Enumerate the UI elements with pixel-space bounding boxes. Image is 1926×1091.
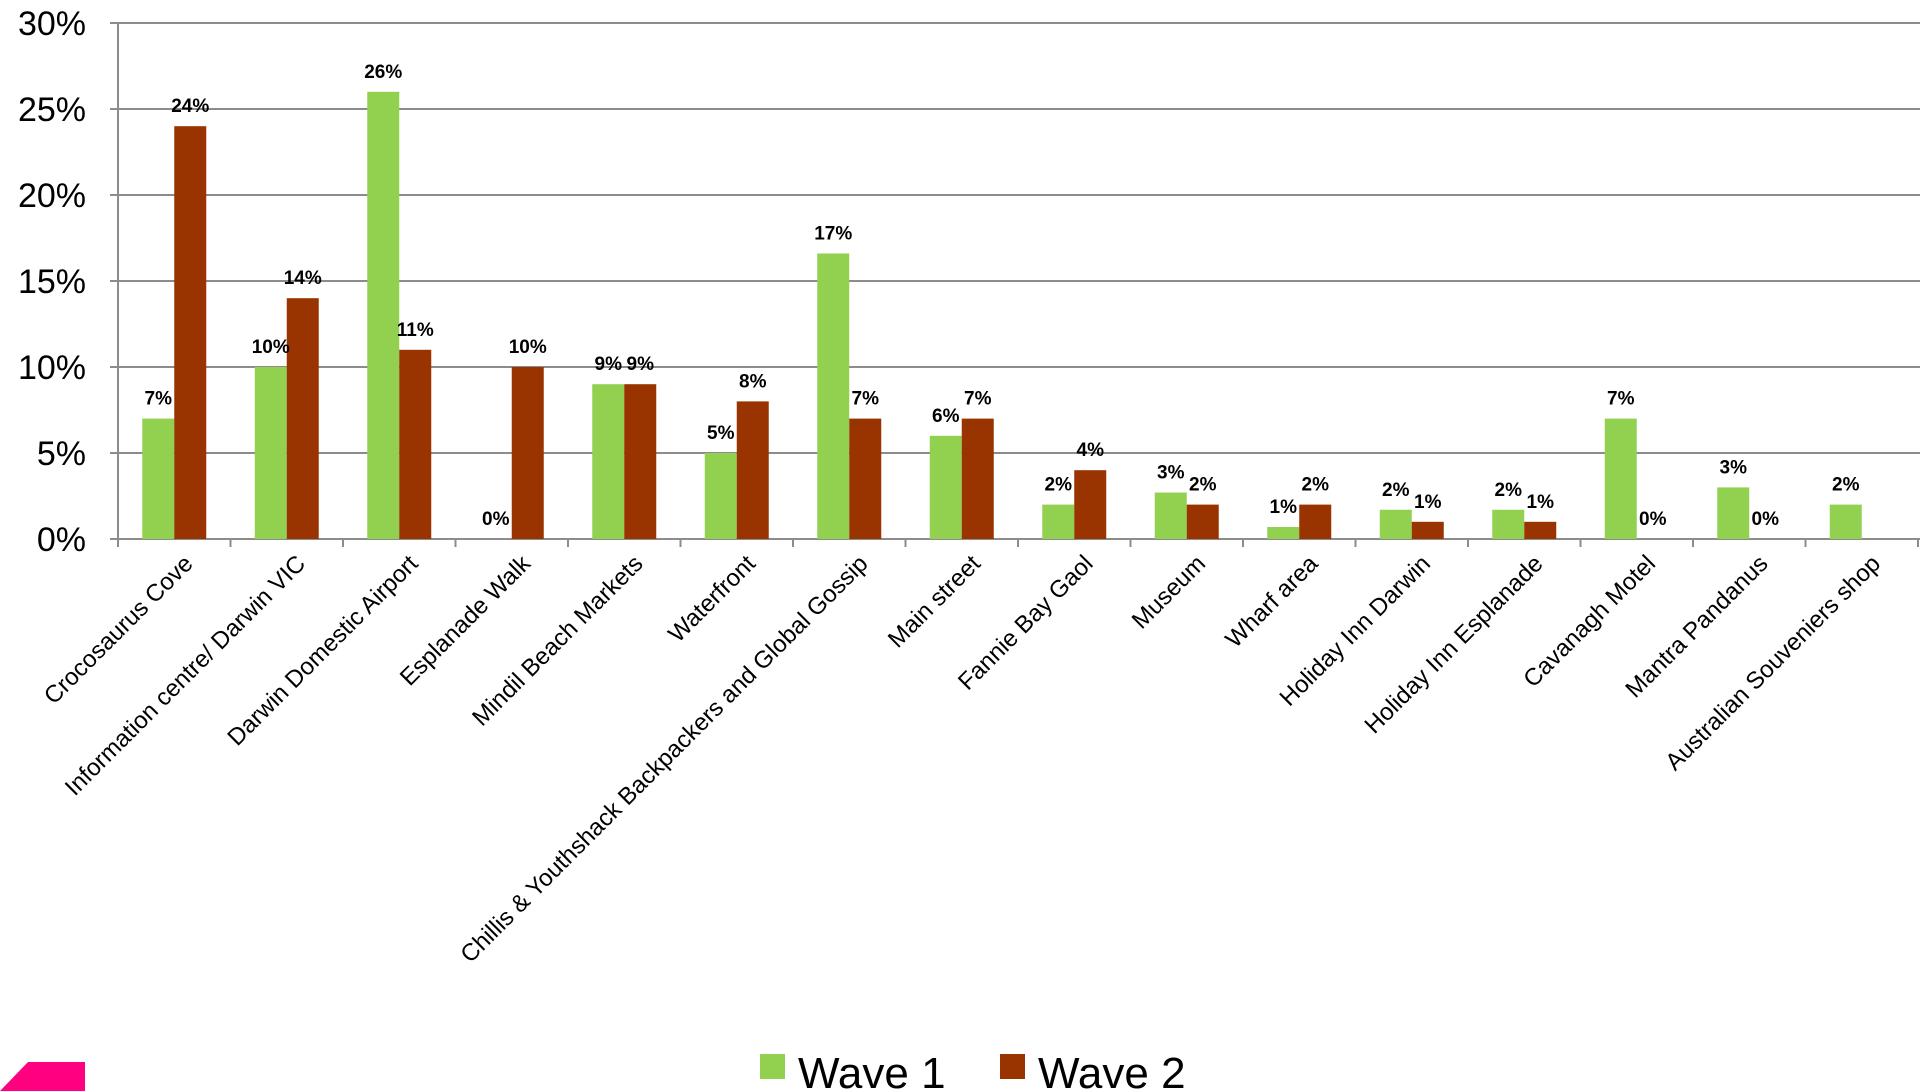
data-label: 7% xyxy=(1607,389,1635,410)
data-label: 2% xyxy=(1832,475,1860,496)
bar-wave-2 xyxy=(1299,504,1332,539)
bar-wave-2 xyxy=(1524,521,1557,539)
bar-wave-2 xyxy=(849,418,882,539)
legend-swatch xyxy=(760,1054,785,1079)
bar-wave-1 xyxy=(1829,504,1862,539)
data-label: 7% xyxy=(852,389,880,410)
y-tick-label: 15% xyxy=(18,263,86,301)
y-tick-label: 20% xyxy=(18,177,86,215)
bar-wave-1 xyxy=(929,435,962,539)
data-label: 2% xyxy=(1302,475,1330,496)
brand-logo xyxy=(0,1062,85,1091)
data-label: 7% xyxy=(145,389,173,410)
category-label: Wharf area xyxy=(1220,550,1323,653)
category-label: Information centre/ Darwin VIC xyxy=(60,550,311,801)
data-label: 2% xyxy=(1495,480,1523,501)
bar-wave-1 xyxy=(1379,509,1412,539)
data-label: 0% xyxy=(482,509,510,530)
data-label: 24% xyxy=(171,96,209,117)
data-label: 1% xyxy=(1414,492,1442,513)
bar-wave-1 xyxy=(592,384,625,539)
y-tick-label: 25% xyxy=(18,91,86,129)
data-label: 0% xyxy=(1639,509,1667,530)
category-label: Australian Souveniers shop xyxy=(1660,550,1886,776)
data-label: 1% xyxy=(1527,492,1555,513)
legend: Wave 1 Wave 2 xyxy=(760,1049,1186,1091)
data-labels: 7%24%10%14%26%11%10%9% 9%5%8%17%7%6%7%2%4… xyxy=(145,62,1860,530)
data-label: 17% xyxy=(814,223,852,244)
category-label: Museum xyxy=(1127,550,1211,634)
bar-wave-2 xyxy=(1411,521,1444,539)
data-label: 4% xyxy=(1077,440,1105,461)
bar-wave-2 xyxy=(286,298,319,539)
bar-wave-1 xyxy=(367,91,400,540)
data-label: 5% xyxy=(707,423,735,444)
bar-wave-1 xyxy=(817,253,850,540)
data-label: 0% xyxy=(1752,509,1780,530)
bar-wave-2 xyxy=(511,367,544,539)
bar-wave-2 xyxy=(736,401,769,539)
bar-wave-2 xyxy=(1074,470,1107,539)
data-label: 6% xyxy=(932,406,960,427)
legend-swatch xyxy=(1000,1054,1025,1079)
y-tick-label: 0% xyxy=(37,521,86,559)
data-label: 9% xyxy=(595,354,623,375)
category-label: Main street xyxy=(883,550,986,653)
bar-wave-1 xyxy=(1492,509,1525,539)
logo-shape xyxy=(0,1062,85,1091)
legend-label: Wave 1 xyxy=(798,1049,946,1091)
data-label: 2% xyxy=(1045,475,1073,496)
category-label: Darwin Domestic Airport xyxy=(222,550,423,751)
data-label: 10% xyxy=(509,337,547,358)
data-label: 2% xyxy=(1382,480,1410,501)
data-label: 3% xyxy=(1720,457,1748,478)
data-label: 7% xyxy=(964,389,992,410)
bar-wave-1 xyxy=(1717,487,1750,539)
bar-wave-2 xyxy=(399,349,432,539)
bar-wave-2 xyxy=(961,418,994,539)
legend-label: Wave 2 xyxy=(1038,1049,1186,1091)
bar-wave-1 xyxy=(1604,418,1637,539)
bar-wave-1 xyxy=(1267,526,1300,539)
bar-wave-2 xyxy=(624,384,657,539)
category-label: Chillis & Youthshack Backpackers and Glo… xyxy=(455,550,873,968)
y-tick-label: 10% xyxy=(18,349,86,387)
bar-wave-1 xyxy=(254,367,287,539)
data-label: 9% xyxy=(627,354,655,375)
bar-wave-1 xyxy=(1042,504,1075,539)
data-label: 10% xyxy=(252,337,290,358)
data-label: 14% xyxy=(284,268,322,289)
y-axis-ticks: 0% 5% 10% 15% 20% 25% 30% xyxy=(18,5,86,559)
data-label: 1% xyxy=(1270,497,1298,518)
bar-wave-1 xyxy=(142,418,175,539)
data-label: 8% xyxy=(739,371,767,392)
data-label: 11% xyxy=(397,320,434,341)
category-label: Waterfront xyxy=(663,550,761,648)
y-tick-label: 30% xyxy=(18,5,86,43)
data-label: 3% xyxy=(1157,463,1185,484)
bars xyxy=(142,91,1862,540)
bar-wave-2 xyxy=(1186,504,1219,539)
data-label: 2% xyxy=(1189,475,1217,496)
bar-wave-1 xyxy=(704,453,737,539)
y-tick-label: 5% xyxy=(37,435,86,473)
bar-wave-2 xyxy=(174,126,207,539)
bar-wave-1 xyxy=(1154,492,1187,539)
data-label: 26% xyxy=(364,62,402,83)
